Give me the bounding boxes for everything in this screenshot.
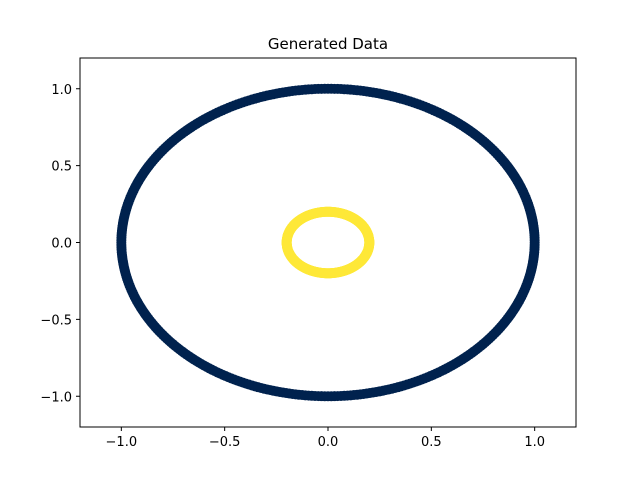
x-tick-label: −1.0 (106, 435, 138, 450)
data-point (364, 237, 375, 248)
chart-title: Generated Data (268, 35, 388, 53)
x-tick-label: −0.5 (209, 435, 241, 450)
plot-frame (79, 57, 577, 428)
x-tick-label: 0.5 (421, 435, 442, 450)
x-tick-label: 0.0 (318, 435, 339, 450)
y-tick-label: −0.5 (40, 313, 72, 328)
x-tick-label: 1.0 (524, 435, 545, 450)
series-layer (116, 83, 540, 402)
y-tick-label: 0.0 (51, 237, 72, 252)
axes-layer: −1.0 −0.5 0.0 0.5 1.0 −1.0 −0.5 0.0 0.5 1.0 (40, 57, 577, 450)
y-tick-label: 0.5 (51, 160, 72, 175)
series-0 (116, 83, 540, 402)
y-tick-label: 1.0 (51, 83, 72, 98)
data-point (529, 239, 540, 250)
series-1 (281, 206, 375, 279)
y-tick-label: −1.0 (40, 390, 72, 405)
